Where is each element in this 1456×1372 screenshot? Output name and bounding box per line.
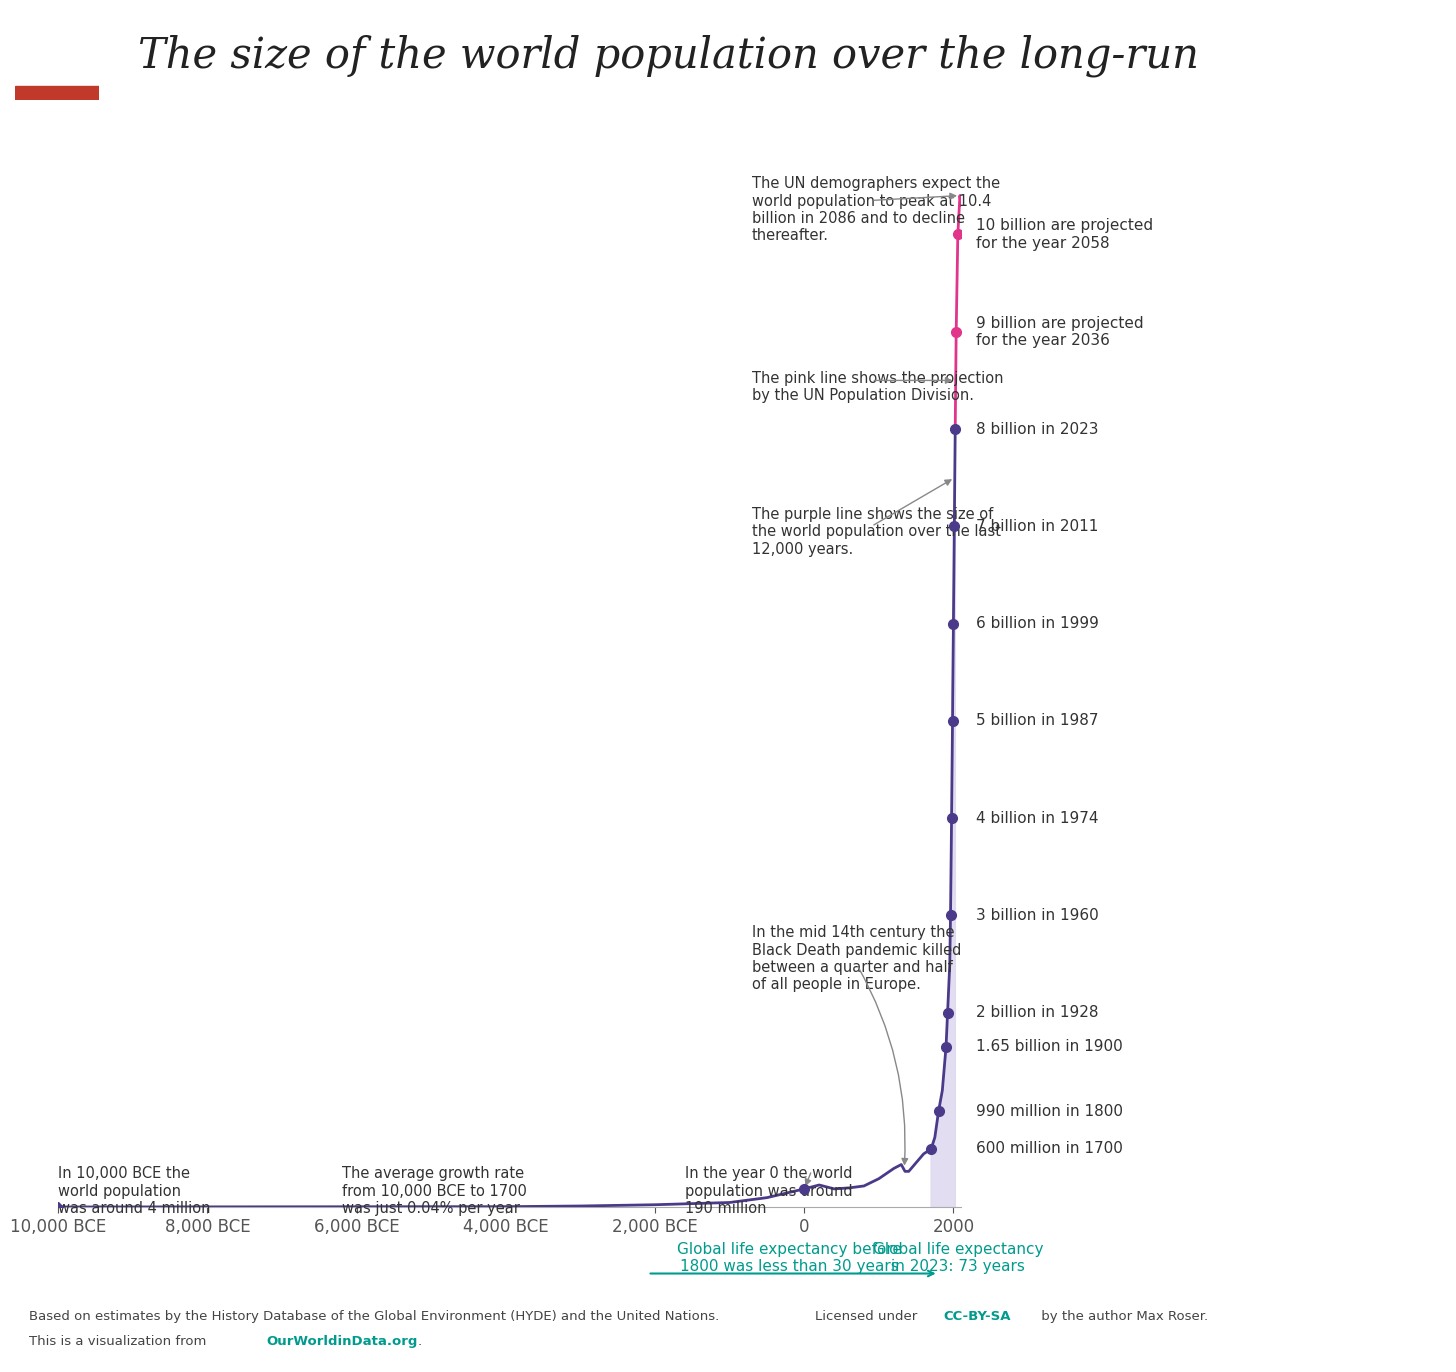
- Polygon shape: [932, 429, 955, 1207]
- Text: .: .: [418, 1335, 422, 1347]
- Text: 600 million in 1700: 600 million in 1700: [976, 1142, 1123, 1157]
- Text: Based on estimates by the History Database of the Global Environment (HYDE) and : Based on estimates by the History Databa…: [29, 1310, 719, 1323]
- Text: 4 billion in 1974: 4 billion in 1974: [976, 811, 1098, 826]
- Text: OurWorldinData.org: OurWorldinData.org: [266, 1335, 418, 1347]
- Text: In the year 0 the world
population was around
190 million: In the year 0 the world population was a…: [684, 1166, 853, 1217]
- Text: Our World
in Data: Our World in Data: [25, 45, 89, 67]
- Text: CC-BY-SA: CC-BY-SA: [943, 1310, 1010, 1323]
- Text: 6 billion in 1999: 6 billion in 1999: [976, 616, 1098, 631]
- Text: In 10,000 BCE the
world population
was around 4 million: In 10,000 BCE the world population was a…: [58, 1166, 211, 1217]
- Bar: [15, 86, 99, 100]
- Text: 10 billion are projected
for the year 2058: 10 billion are projected for the year 20…: [976, 218, 1153, 251]
- Text: 2 billion in 1928: 2 billion in 1928: [976, 1006, 1098, 1021]
- Text: In the mid 14th century the
Black Death pandemic killed
between a quarter and ha: In the mid 14th century the Black Death …: [753, 925, 961, 992]
- Text: This is a visualization from: This is a visualization from: [29, 1335, 211, 1347]
- Text: Global life expectancy before
1800 was less than 30 years: Global life expectancy before 1800 was l…: [677, 1242, 901, 1275]
- Text: Global life expectancy
in 2023: 73 years: Global life expectancy in 2023: 73 years: [872, 1242, 1044, 1275]
- Text: 990 million in 1800: 990 million in 1800: [976, 1103, 1123, 1118]
- Text: 9 billion are projected
for the year 2036: 9 billion are projected for the year 203…: [976, 316, 1143, 348]
- Text: 5 billion in 1987: 5 billion in 1987: [976, 713, 1098, 729]
- Text: The purple line shows the size of
the world population over the last
12,000 year: The purple line shows the size of the wo…: [753, 506, 1002, 557]
- Text: The pink line shows the projection
by the UN Population Division.: The pink line shows the projection by th…: [753, 370, 1003, 403]
- Text: 8 billion in 2023: 8 billion in 2023: [976, 421, 1098, 436]
- Text: by the author Max Roser.: by the author Max Roser.: [1037, 1310, 1208, 1323]
- Text: 3 billion in 1960: 3 billion in 1960: [976, 908, 1098, 923]
- Text: The average growth rate
from 10,000 BCE to 1700
was just 0.04% per year: The average growth rate from 10,000 BCE …: [342, 1166, 527, 1217]
- Text: The size of the world population over the long-run: The size of the world population over th…: [138, 34, 1200, 77]
- Text: 7 billion in 2011: 7 billion in 2011: [976, 519, 1098, 534]
- Text: The UN demographers expect the
world population to peak at 10.4
billion in 2086 : The UN demographers expect the world pop…: [753, 176, 1000, 243]
- Text: 1.65 billion in 1900: 1.65 billion in 1900: [976, 1040, 1123, 1054]
- Text: Licensed under: Licensed under: [815, 1310, 922, 1323]
